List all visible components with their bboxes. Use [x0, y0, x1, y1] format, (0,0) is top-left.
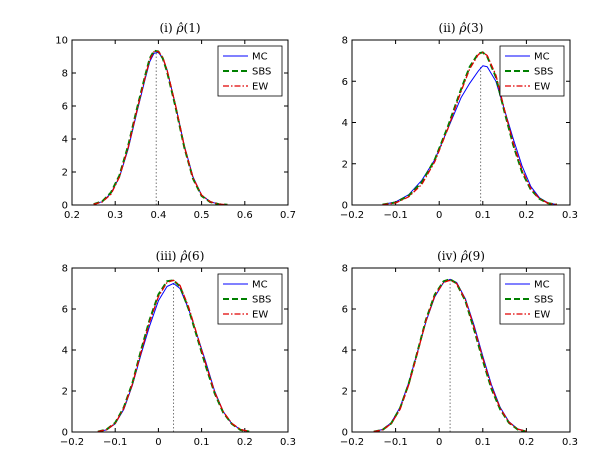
panel-title-prefix: (i) — [159, 21, 176, 35]
legend-label-mc: MC — [534, 280, 550, 291]
y-tick-label: 8 — [342, 264, 348, 275]
x-tick-label: −0.2 — [340, 437, 364, 448]
panel-title-prefix: (iii) — [156, 249, 181, 263]
y-tick-label: 4 — [62, 135, 68, 146]
x-tick-label: 0.3 — [107, 210, 123, 221]
y-tick-label: 2 — [342, 159, 348, 170]
x-tick-label: 0.2 — [237, 437, 253, 448]
y-tick-label: 2 — [342, 387, 348, 398]
y-tick-label: 4 — [342, 346, 348, 357]
y-tick-label: 0 — [62, 201, 68, 212]
legend: MC SBS EW — [499, 273, 565, 325]
legend-label-mc: MC — [252, 280, 268, 291]
panel-title-suffix: (3) — [466, 21, 483, 35]
legend: MC SBS EW — [217, 45, 283, 97]
y-tick-label: 10 — [55, 36, 68, 47]
panel-1: (i) ρ̂(1) 0.2 0.3 0.4 0.5 0.6 0.7 0 2 4 6 8 10 MC SBS E… — [55, 21, 296, 221]
panel-title: (ii) ρ̂(3) — [439, 21, 484, 35]
x-tick-label: 0.7 — [280, 210, 296, 221]
panel-title-prefix: (ii) — [439, 21, 460, 35]
y-tick-label: 2 — [62, 387, 68, 398]
x-tick-label: 0.1 — [475, 210, 491, 221]
x-tick-label: 0.4 — [150, 210, 166, 221]
legend: MC SBS EW — [499, 45, 565, 97]
x-tick-label: 0.1 — [194, 437, 210, 448]
panel-title-symbol: ρ̂ — [458, 21, 466, 35]
y-tick-label: 6 — [342, 305, 348, 316]
x-tick-label: −0.1 — [383, 210, 407, 221]
x-tick-label: 0 — [155, 437, 161, 448]
y-tick-label: 2 — [62, 168, 68, 179]
x-tick-label: 0.2 — [518, 210, 534, 221]
legend-label-ew: EW — [252, 82, 268, 93]
legend-label-ew: EW — [534, 82, 550, 93]
y-tick-label: 8 — [342, 36, 348, 47]
axes-frame — [71, 39, 289, 206]
panel-title-suffix: (6) — [187, 249, 204, 263]
series-line-mc — [93, 51, 228, 205]
y-tick-label: 6 — [62, 305, 68, 316]
panel-title-suffix: (1) — [184, 21, 201, 35]
legend-label-sbs: SBS — [252, 67, 271, 78]
x-tick-label: 0 — [436, 437, 442, 448]
axes-frame — [351, 39, 571, 206]
x-tick-label: 0.3 — [562, 210, 578, 221]
x-tick-label: −0.1 — [103, 437, 127, 448]
y-tick-label: 0 — [62, 428, 68, 439]
panel-title-symbol: ρ̂ — [175, 21, 183, 35]
y-tick-label: 0 — [342, 428, 348, 439]
x-tick-label: 0.3 — [562, 437, 578, 448]
x-tick-label: −0.1 — [383, 437, 407, 448]
y-tick-label: 6 — [62, 102, 68, 113]
y-tick-label: 8 — [62, 69, 68, 80]
panel-title: (iv) ρ̂(9) — [437, 249, 485, 263]
y-tick-label: 8 — [62, 264, 68, 275]
x-tick-label: 0 — [436, 210, 442, 221]
x-tick-label: 0.2 — [64, 210, 80, 221]
legend-label-ew: EW — [252, 310, 268, 321]
y-tick-label: 6 — [342, 77, 348, 88]
series-line-ew — [382, 51, 557, 205]
x-tick-label: −0.2 — [340, 210, 364, 221]
panel-title: (i) ρ̂(1) — [159, 21, 200, 35]
y-tick-label: 4 — [342, 118, 348, 129]
series-line-ew — [93, 50, 228, 205]
panel-title: (iii) ρ̂(6) — [156, 249, 205, 263]
x-tick-label: 0.6 — [237, 210, 253, 221]
series-line-ew — [97, 279, 250, 432]
legend: MC SBS EW — [217, 273, 283, 325]
legend-label-sbs: SBS — [534, 295, 553, 306]
y-tick-label: 4 — [62, 346, 68, 357]
panel-title-symbol: ρ̂ — [179, 249, 187, 263]
panel-title-symbol: ρ̂ — [460, 249, 468, 263]
panel-4: (iv) ρ̂(9) −0.2 −0.1 0 0.1 0.2 0.3 0 2 4 6 8 MC SBS EW — [340, 249, 578, 448]
y-tick-label: 0 — [342, 201, 348, 212]
x-tick-label: 0.3 — [280, 437, 296, 448]
legend-label-sbs: SBS — [252, 295, 271, 306]
legend-label-mc: MC — [252, 52, 268, 63]
series-line-sbs — [93, 49, 228, 205]
series-line-ew — [373, 279, 527, 432]
legend-label-mc: MC — [534, 52, 550, 63]
x-tick-label: 0.2 — [518, 437, 534, 448]
axes-frame — [351, 267, 571, 433]
panel-3: (iii) ρ̂(6) −0.2 −0.1 0 0.1 0.2 0.3 0 2 4 6 8 MC SBS E… — [60, 249, 296, 448]
x-tick-label: 0.1 — [475, 437, 491, 448]
legend-label-ew: EW — [534, 310, 550, 321]
x-tick-label: −0.2 — [60, 437, 84, 448]
panel-title-prefix: (iv) — [437, 249, 461, 263]
x-tick-label: 0.5 — [194, 210, 210, 221]
axes-frame — [71, 267, 289, 433]
panel-title-suffix: (9) — [468, 249, 485, 263]
legend-label-sbs: SBS — [534, 67, 553, 78]
panel-2: (ii) ρ̂(3) −0.2 −0.1 0 0.1 0.2 0.3 0 2 4 6 8 MC SBS EW — [340, 21, 578, 221]
